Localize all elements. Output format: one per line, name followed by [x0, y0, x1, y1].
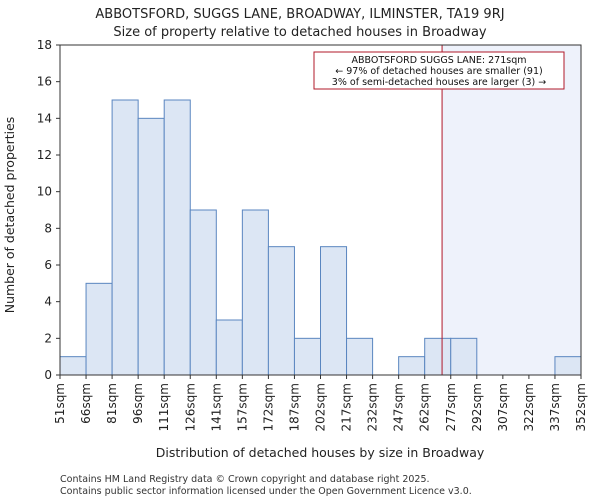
y-tick-label: 18	[37, 38, 52, 52]
bar-262sqm	[424, 337, 452, 376]
y-tick-label: 6	[44, 258, 52, 272]
annotation-line-3: 3% of semi-detached houses are larger (3…	[332, 77, 546, 88]
x-tick-label-277sqm: 277sqm	[444, 383, 458, 431]
x-axis-label: Distribution of detached houses by size …	[156, 445, 485, 460]
x-tick-label-247sqm: 247sqm	[392, 383, 406, 431]
x-tick-label-217sqm: 217sqm	[340, 383, 354, 431]
bar-277sqm	[450, 337, 478, 376]
x-tick-label-172sqm: 172sqm	[261, 383, 275, 431]
bar-51sqm	[59, 356, 87, 376]
x-tick-label-141sqm: 141sqm	[209, 383, 223, 431]
x-tick-label-307sqm: 307sqm	[496, 383, 510, 431]
footer-line-1: Contains HM Land Registry data © Crown c…	[60, 474, 430, 485]
x-tick-label-51sqm: 51sqm	[53, 383, 67, 424]
annotation-box	[313, 51, 565, 90]
x-tick-label-352sqm: 352sqm	[574, 383, 588, 431]
bar-81sqm	[111, 99, 139, 376]
x-tick-label-232sqm: 232sqm	[366, 383, 380, 431]
bar-141sqm	[215, 319, 243, 376]
bar-157sqm	[241, 209, 269, 376]
x-tick-label-126sqm: 126sqm	[183, 383, 197, 431]
bar-247sqm	[398, 356, 426, 376]
x-tick-label-337sqm: 337sqm	[548, 383, 562, 431]
bar-337sqm	[554, 356, 582, 376]
x-tick-label-202sqm: 202sqm	[314, 383, 328, 431]
y-tick-label: 4	[44, 295, 52, 309]
x-tick-label-111sqm: 111sqm	[157, 383, 171, 431]
y-axis-label: Number of detached properties	[2, 117, 17, 314]
chart-subtitle: Size of property relative to detached ho…	[113, 25, 487, 40]
x-tick-label-322sqm: 322sqm	[522, 383, 536, 431]
bar-172sqm	[267, 246, 295, 376]
bar-202sqm	[320, 246, 348, 376]
x-tick-label-292sqm: 292sqm	[470, 383, 484, 431]
y-tick-label: 16	[37, 75, 52, 89]
y-tick-label: 0	[44, 368, 52, 382]
bar-66sqm	[85, 282, 113, 376]
x-tick-label-262sqm: 262sqm	[418, 383, 432, 431]
y-tick-label: 8	[44, 221, 52, 235]
x-tick-label-81sqm: 81sqm	[105, 383, 119, 424]
bar-111sqm	[163, 99, 191, 376]
footer-line-2: Contains public sector information licen…	[60, 486, 472, 497]
x-tick-label-187sqm: 187sqm	[287, 383, 301, 431]
y-tick-label: 10	[37, 185, 52, 199]
y-tick-label: 12	[37, 148, 52, 162]
bar-187sqm	[293, 337, 322, 376]
x-tick-label-66sqm: 66sqm	[79, 383, 93, 424]
larger-region-shade	[442, 45, 581, 375]
x-tick-label-157sqm: 157sqm	[235, 383, 249, 431]
y-tick-label: 2	[44, 331, 52, 345]
bar-126sqm	[189, 209, 217, 376]
annotation-line-2: ← 97% of detached houses are smaller (91…	[335, 66, 542, 77]
annotation-line-1: ABBOTSFORD SUGGS LANE: 271sqm	[351, 55, 526, 66]
y-tick-label: 14	[37, 111, 52, 125]
chart-title: ABBOTSFORD, SUGGS LANE, BROADWAY, ILMINS…	[95, 7, 504, 22]
bar-96sqm	[137, 117, 165, 376]
bar-217sqm	[346, 337, 374, 376]
x-tick-label-96sqm: 96sqm	[131, 383, 145, 424]
